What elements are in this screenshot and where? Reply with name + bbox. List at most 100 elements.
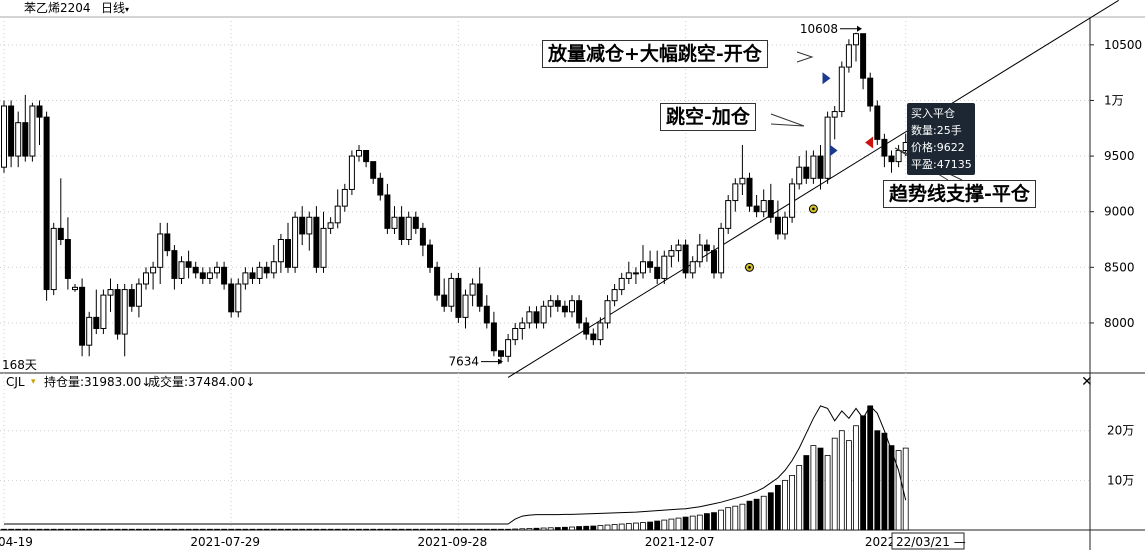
volume-bar <box>356 528 362 531</box>
volume-bar <box>50 528 57 531</box>
candle-body <box>57 227 64 240</box>
volume-bar <box>597 525 604 531</box>
volume-bar <box>29 528 36 531</box>
candle-body <box>618 277 625 291</box>
candle-body <box>874 105 881 140</box>
volume-bar <box>306 528 313 531</box>
candle-body <box>377 177 384 196</box>
volume-tick-label: 20万 <box>1107 424 1134 438</box>
volume-bar <box>746 500 753 531</box>
period-selector[interactable]: 日线▾ <box>101 1 129 17</box>
volume-bar <box>554 527 561 531</box>
candle-body <box>306 216 313 235</box>
candle-body <box>157 233 164 268</box>
volume-bar <box>469 528 476 531</box>
volume-bar <box>767 492 774 531</box>
candle-body <box>15 122 22 157</box>
volume-bar <box>583 525 590 531</box>
candle-body <box>476 283 483 307</box>
volume-bar <box>789 474 795 531</box>
volume-bar <box>796 465 803 531</box>
volume-bar <box>682 516 689 531</box>
candle-body <box>263 266 270 274</box>
candle-body <box>214 266 220 274</box>
candle-body <box>760 200 767 213</box>
volume-bar <box>65 528 71 531</box>
candle-body <box>845 44 852 68</box>
price-tick-label: 1万 <box>1104 93 1124 107</box>
volume-bar <box>860 415 866 531</box>
symbol-label[interactable]: 苯乙烯2204 <box>24 1 91 15</box>
indicator-header: CJL ▾ 持仓量:31983.00↓ 成交量:37484.00↓ <box>0 373 1090 391</box>
candle-body <box>441 294 448 307</box>
volume-bar <box>732 505 739 531</box>
candle-body <box>860 33 867 79</box>
trend-touch-point-center <box>748 266 751 269</box>
candle-body <box>554 300 561 307</box>
volume-bar <box>107 528 114 531</box>
volume-bar <box>562 526 568 531</box>
candle-body <box>427 244 433 268</box>
candle-body <box>412 216 419 229</box>
candle-body <box>448 277 455 307</box>
volume-bar <box>533 527 540 531</box>
volume-bar <box>157 528 164 531</box>
candle-body <box>1 105 7 168</box>
candle-body <box>135 283 142 307</box>
candle-body <box>746 177 753 207</box>
volume-bar <box>455 528 462 531</box>
volume-bar <box>299 528 306 531</box>
low-pointer-arrow <box>498 358 503 365</box>
volume-bar <box>590 525 597 531</box>
candle-body <box>753 205 760 213</box>
candle-body <box>561 305 568 313</box>
volume-readout: 成交量:37484.00↓ <box>148 375 256 389</box>
volume-bar <box>753 498 760 531</box>
tooltip-quantity: 数量:25手 <box>911 124 962 137</box>
volume-bar <box>902 447 909 531</box>
candle-body <box>185 261 192 268</box>
candle-body <box>199 272 206 279</box>
candle-body <box>256 266 263 279</box>
volume-bar <box>192 528 199 531</box>
volume-bar <box>277 528 284 531</box>
volume-bar <box>43 528 50 531</box>
candle-body <box>483 305 490 324</box>
candle-body <box>143 272 149 285</box>
chevron-down-icon: ▾ <box>125 5 130 14</box>
indicator-dropdown-icon[interactable]: ▾ <box>31 377 36 387</box>
volume-bar <box>8 528 15 531</box>
volume-bar <box>611 524 618 531</box>
trade-tooltip: 买入平仓 数量:25手 价格:9622 平盈:47135 <box>907 103 975 175</box>
volume-bar <box>164 528 171 531</box>
volume-bar <box>810 445 817 531</box>
volume-bar <box>292 528 299 531</box>
candle-body <box>725 200 732 229</box>
candle-body <box>455 277 462 318</box>
candle-body <box>235 283 242 313</box>
date-tick-label: 2021-12-07 <box>645 535 715 549</box>
candle-body <box>498 350 504 357</box>
volume-bar <box>434 528 441 531</box>
volume-bar <box>320 528 327 531</box>
volume-bar <box>57 528 64 531</box>
volume-bar <box>327 528 334 531</box>
candle-body <box>327 222 334 229</box>
candle-body <box>711 250 717 274</box>
candle-body <box>405 216 412 240</box>
candle-body <box>831 111 838 118</box>
price-tick-label: 8500 <box>1104 260 1135 274</box>
price-tick-label: 9500 <box>1104 149 1135 163</box>
candle-body <box>242 272 249 285</box>
indicator-name[interactable]: CJL <box>6 375 25 389</box>
candle-body <box>547 300 554 307</box>
candle-body <box>36 105 43 118</box>
candle-body <box>341 188 348 207</box>
close-panel-button[interactable]: ✕ <box>1081 374 1093 390</box>
candle-body <box>469 283 476 296</box>
candle-body <box>682 244 689 274</box>
candle-body <box>789 183 796 218</box>
candle-body <box>853 33 859 46</box>
annotation-pointer <box>796 51 814 63</box>
